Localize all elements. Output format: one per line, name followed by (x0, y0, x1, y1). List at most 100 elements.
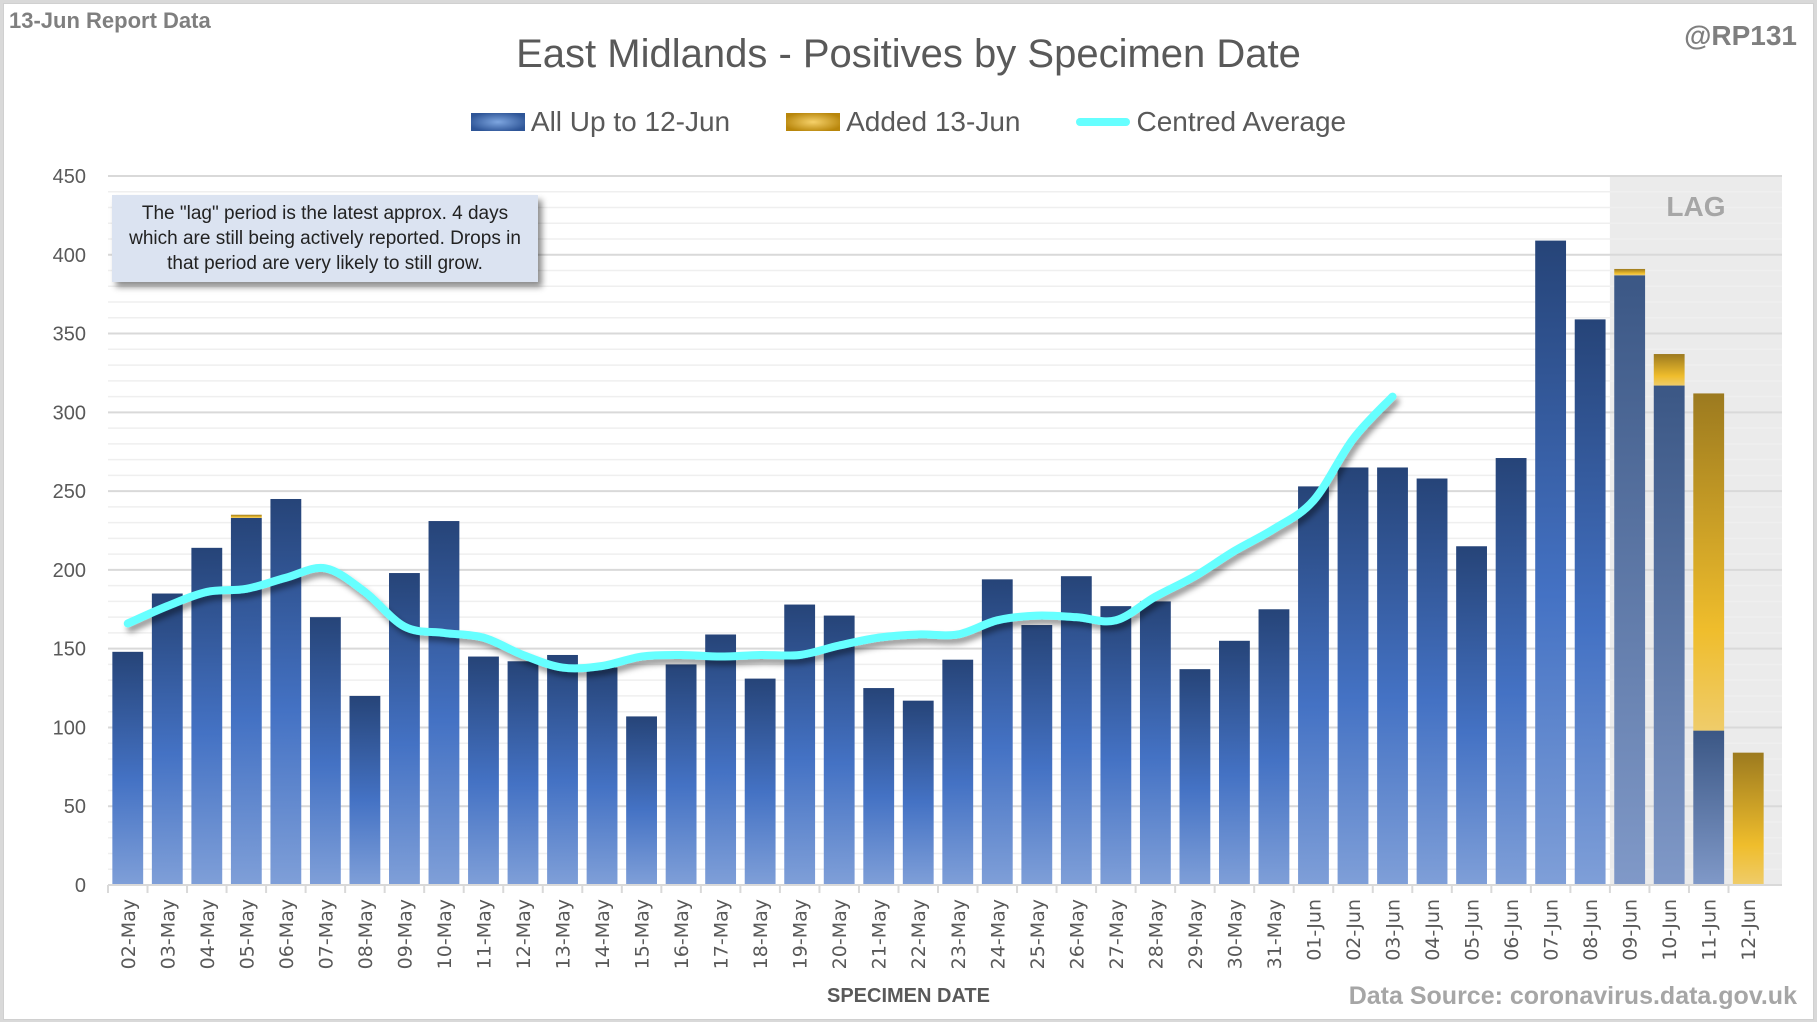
x-tick-label: 19-May (790, 899, 812, 969)
bar-all-up-to-12-jun (1139, 601, 1171, 885)
y-tick-label: 400 (53, 245, 86, 267)
x-tick-label: 04-Jun (1422, 899, 1444, 961)
y-tick-label: 150 (53, 639, 86, 661)
lag-label: LAG (1666, 191, 1725, 222)
x-tick-label: 02-Jun (1343, 899, 1365, 961)
y-tick-label: 450 (53, 166, 86, 188)
bar-all-up-to-12-jun (151, 593, 183, 885)
x-tick-label: 05-May (236, 899, 258, 969)
y-tick-label: 100 (53, 717, 86, 739)
x-tick-label: 07-May (315, 899, 337, 969)
blue-bar-swatch-icon (470, 113, 525, 131)
lag-explanation-note: The "lag" period is the latest approx. 4… (112, 195, 538, 282)
x-tick-label: 16-May (671, 899, 693, 969)
bar-all-up-to-12-jun (1021, 625, 1053, 885)
bar-all-up-to-12-jun (230, 517, 262, 885)
report-date-tag: 13-Jun Report Data (9, 8, 211, 33)
bar-all-up-to-12-jun (1614, 275, 1646, 885)
bar-all-up-to-12-jun (1219, 640, 1250, 885)
bar-added-13-jun (1693, 393, 1725, 731)
x-tick-label: 11-May (473, 899, 495, 969)
bar-added-13-jun (1732, 752, 1764, 885)
x-tick-label: 06-Jun (1501, 899, 1523, 961)
bar-all-up-to-12-jun (1653, 385, 1685, 885)
bar-all-up-to-12-jun (468, 656, 499, 885)
x-tick-label: 14-May (592, 899, 614, 969)
bar-all-up-to-12-jun (981, 579, 1013, 885)
legend-item-all-up-to: All Up to 12-Jun (470, 106, 731, 138)
y-tick-label: 50 (64, 796, 86, 818)
bar-all-up-to-12-jun (942, 659, 974, 885)
bar-all-up-to-12-jun (1337, 467, 1369, 885)
legend-label: All Up to 12-Jun (530, 106, 731, 137)
x-tick-label: 22-May (908, 899, 930, 969)
bar-all-up-to-12-jun (1377, 467, 1408, 885)
x-tick-label: 09-Jun (1620, 899, 1642, 961)
bar-all-up-to-12-jun (784, 604, 816, 885)
x-tick-label: 12-May (513, 899, 535, 969)
x-tick-label: 02-May (118, 899, 140, 969)
x-tick-label: 11-Jun (1699, 899, 1721, 961)
bar-all-up-to-12-jun (1060, 576, 1092, 885)
data-source-footer: Data Source: coronavirus.data.gov.uk (1348, 982, 1797, 1010)
y-tick-label: 0 (75, 875, 86, 897)
x-tick-label: 06-May (276, 899, 298, 969)
chart-legend: All Up to 12-Jun Added 13-Jun Centred Av… (0, 106, 1817, 138)
bar-all-up-to-12-jun (626, 716, 657, 885)
bar-all-up-to-12-jun (1258, 609, 1290, 885)
x-tick-label: 08-May (355, 899, 377, 969)
x-tick-label: 10-May (434, 899, 456, 969)
bar-all-up-to-12-jun (1456, 546, 1487, 885)
x-axis-title: SPECIMEN DATE (827, 985, 990, 1007)
bar-added-13-jun (230, 514, 262, 518)
bar-all-up-to-12-jun (902, 700, 934, 885)
bar-all-up-to-12-jun (744, 678, 776, 885)
x-tick-label: 25-May (1027, 899, 1049, 969)
bars (107, 240, 1782, 893)
gold-bar-swatch-icon (786, 113, 841, 131)
x-tick-label: 10-Jun (1659, 899, 1681, 961)
x-tick-label: 01-Jun (1303, 899, 1325, 961)
bar-all-up-to-12-jun (1179, 669, 1211, 885)
x-tick-label: 23-May (948, 899, 970, 969)
bar-all-up-to-12-jun (1495, 458, 1527, 885)
bar-all-up-to-12-jun (1535, 240, 1567, 885)
legend-label: Centred Average (1136, 106, 1347, 137)
bar-all-up-to-12-jun (428, 521, 460, 885)
centred-average-line (123, 392, 1397, 673)
bar-added-13-jun (1653, 354, 1685, 386)
x-tick-label: 26-May (1066, 899, 1088, 969)
bar-all-up-to-12-jun (309, 617, 341, 885)
bar-all-up-to-12-jun (1693, 730, 1725, 885)
x-tick-label: 24-May (987, 899, 1009, 969)
x-tick-label: 30-May (1224, 899, 1246, 969)
x-tick-label: 18-May (750, 899, 772, 969)
legend-item-added: Added 13-Jun (786, 106, 1020, 138)
x-tick-label: 03-May (157, 899, 179, 969)
x-tick-label: 17-May (711, 899, 733, 969)
y-axis-ticks: 0 50 100 150 200 250 300 350 400 450 (53, 166, 86, 897)
y-tick-label: 200 (53, 560, 86, 582)
bar-all-up-to-12-jun (349, 695, 381, 885)
x-tick-label: 27-May (1106, 899, 1128, 969)
x-tick-label: 21-May (869, 899, 891, 969)
x-tick-label: 09-May (394, 899, 416, 969)
x-tick-label: 05-Jun (1462, 899, 1484, 961)
legend-item-average: Centred Average (1076, 106, 1346, 138)
bar-added-13-jun (1614, 268, 1646, 276)
bar-all-up-to-12-jun (270, 498, 302, 885)
cyan-line-swatch-icon (1076, 118, 1131, 126)
bar-all-up-to-12-jun (665, 664, 697, 885)
author-handle: @RP131 (1684, 20, 1797, 51)
bar-all-up-to-12-jun (191, 547, 223, 885)
bar-all-up-to-12-jun (112, 651, 144, 885)
bar-all-up-to-12-jun (705, 634, 737, 885)
legend-label: Added 13-Jun (846, 106, 1021, 137)
bar-all-up-to-12-jun (1416, 478, 1448, 885)
bar-all-up-to-12-jun (547, 654, 578, 885)
bar-all-up-to-12-jun (586, 667, 618, 885)
x-tick-label: 07-Jun (1541, 899, 1563, 961)
bar-all-up-to-12-jun (1574, 319, 1606, 885)
x-tick-label: 04-May (197, 899, 219, 969)
